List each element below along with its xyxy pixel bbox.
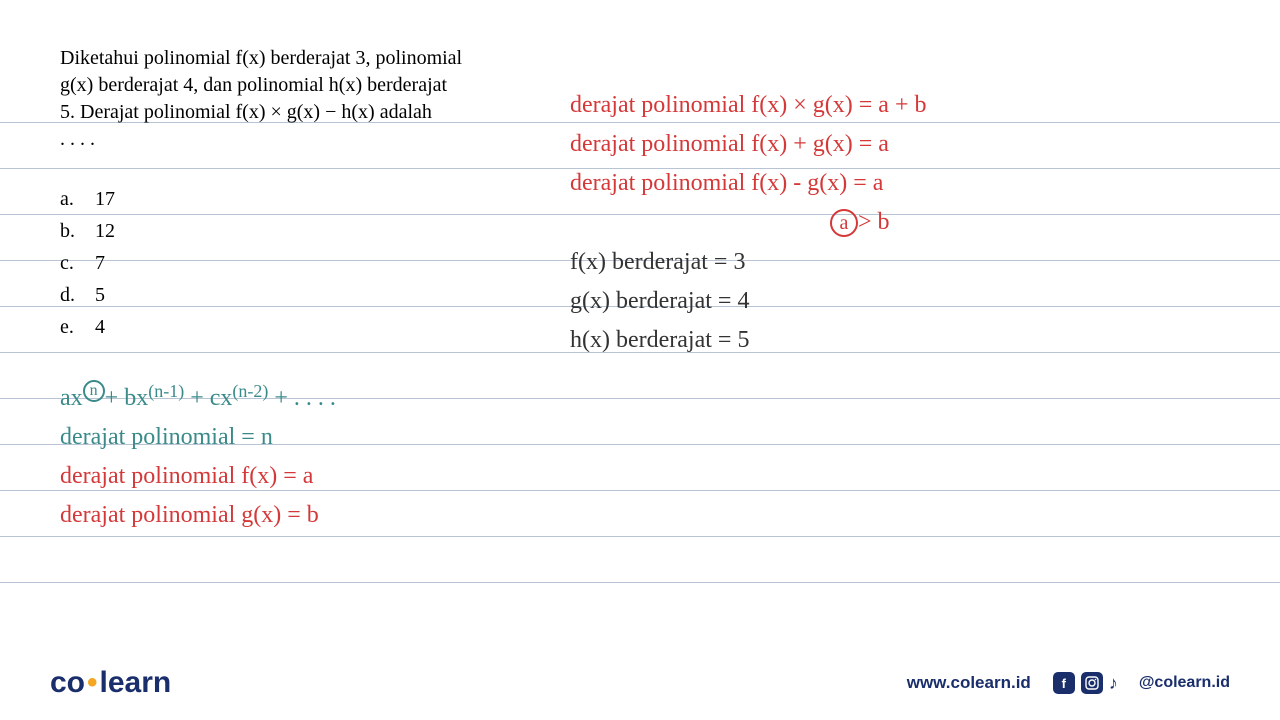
question-text: Diketahui polinomial f(x) berderajat 3, …: [60, 45, 540, 153]
degree-g-def: derajat polinomial g(x) = b: [60, 502, 540, 529]
social-handle: @colearn.id: [1139, 674, 1230, 692]
rule-subtract: derajat polinomial f(x) - g(x) = a: [570, 170, 1220, 197]
question-line-3: 5. Derajat polinomial f(x) × g(x) − h(x)…: [60, 101, 432, 123]
rule-add: derajat polinomial f(x) + g(x) = a: [570, 131, 1220, 158]
option-a: a.17: [60, 183, 540, 215]
rule-multiply: derajat polinomial f(x) × g(x) = a + b: [570, 92, 1220, 119]
fact-f: f(x) berderajat = 3: [570, 249, 1220, 276]
footer-right: www.colearn.id f ♪ @colearn.id: [907, 672, 1230, 694]
answer-options: a.17 b.12 c.7 d.5 e.4: [60, 183, 540, 343]
tiktok-icon: ♪: [1109, 673, 1129, 693]
question-line-2: g(x) berderajat 4, dan polinomial h(x) b…: [60, 74, 447, 96]
degree-definition: derajat polinomial = n: [60, 424, 540, 451]
work-column: derajat polinomial f(x) × g(x) = a + b d…: [570, 45, 1220, 541]
fact-h: h(x) berderajat = 5: [570, 327, 1220, 354]
left-work: axn+ bx(n-1) + cx(n-2) + . . . . derajat…: [60, 385, 540, 529]
degree-f-def: derajat polinomial f(x) = a: [60, 463, 540, 490]
question-line-4: . . . .: [60, 128, 95, 150]
footer: co•learn www.colearn.id f ♪ @colearn.id: [0, 666, 1280, 700]
question-line-1: Diketahui polinomial f(x) berderajat 3, …: [60, 47, 462, 69]
facebook-icon: f: [1053, 672, 1075, 694]
condition: a> b: [570, 209, 1220, 237]
footer-url: www.colearn.id: [907, 673, 1031, 693]
question-column: Diketahui polinomial f(x) berderajat 3, …: [60, 45, 540, 541]
fact-g: g(x) berderajat = 4: [570, 288, 1220, 315]
option-e: e.4: [60, 311, 540, 343]
social-icons: f ♪ @colearn.id: [1053, 672, 1230, 694]
option-c: c.7: [60, 247, 540, 279]
colearn-logo: co•learn: [50, 666, 171, 700]
instagram-icon: [1081, 672, 1103, 694]
option-d: d.5: [60, 279, 540, 311]
polynomial-expression: axn+ bx(n-1) + cx(n-2) + . . . .: [60, 385, 540, 412]
option-b: b.12: [60, 215, 540, 247]
